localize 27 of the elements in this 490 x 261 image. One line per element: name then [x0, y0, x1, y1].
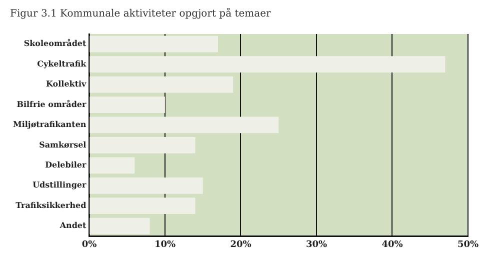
bar: [90, 96, 165, 113]
x-tick-label: 0%: [82, 240, 98, 250]
x-tick-label: 50%: [457, 240, 479, 250]
bar: [90, 198, 196, 214]
x-tick-label: 40%: [382, 240, 404, 250]
y-tick-label: Trafiksikkerhed: [16, 200, 87, 210]
bar: [90, 116, 279, 134]
y-tick-label: Andet: [58, 220, 87, 230]
bar: [90, 218, 150, 234]
bar: [90, 137, 196, 154]
x-tick-label: 10%: [154, 240, 176, 250]
bar: [90, 36, 218, 52]
bar: [90, 157, 135, 174]
y-tick-label: Samkørsel: [39, 139, 86, 150]
y-tick-label: Skoleområdet: [24, 38, 87, 48]
chart-title: Figur 3.1 Kommunale aktiviteter opgjort på temaer: [10, 8, 272, 20]
bar: [90, 177, 203, 194]
y-tick-label: Bilfrie områder: [16, 98, 87, 109]
x-tick-label: 20%: [230, 240, 252, 250]
y-tick-label: Miljøtrafikanten: [13, 119, 86, 130]
bar: [90, 76, 234, 93]
y-tick-label: Cykeltrafik: [37, 58, 87, 68]
x-tick-label: 30%: [306, 240, 328, 250]
y-tick-label: Udstillinger: [32, 180, 88, 190]
y-tick-label: Kollektiv: [46, 78, 87, 89]
y-tick-label: Delebiler: [45, 160, 87, 170]
bar: [90, 56, 446, 73]
